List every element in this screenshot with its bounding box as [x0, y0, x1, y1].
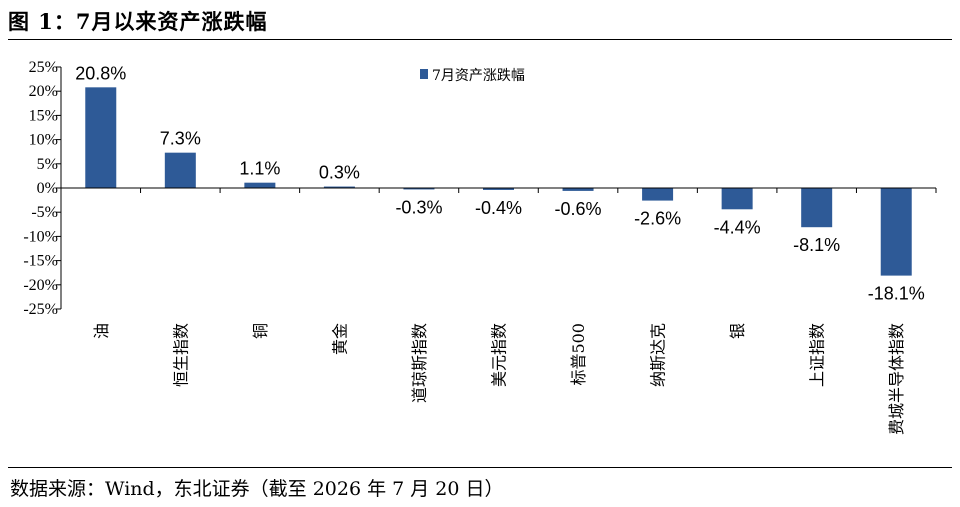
- source-note: 数据来源：Wind，东北证券（截至 2026 年 7 月 20 日）: [10, 478, 504, 500]
- y-tick-label: 0%: [37, 180, 58, 197]
- title-rule: [8, 39, 952, 40]
- bar: [403, 188, 435, 190]
- y-tick-label: 25%: [29, 59, 58, 76]
- y-tick-label: -25%: [23, 301, 58, 318]
- category-label: 道琼斯指数: [410, 323, 429, 403]
- bar-chart: 25% 20% 15% 10% 5% 0% -5% -10% -15% -20% -25% 20.8%…: [23, 59, 937, 435]
- bar: [323, 186, 355, 188]
- category-label: 纳斯达克: [649, 323, 668, 387]
- bar: [483, 188, 514, 190]
- bar: [880, 188, 912, 276]
- figure-title: 图 1：7月以来资产涨跌幅: [8, 9, 268, 34]
- data-label: 1.1%: [239, 159, 280, 179]
- category-label: 黄金: [330, 323, 349, 355]
- bar: [801, 188, 833, 228]
- y-tick-label: -20%: [23, 277, 58, 294]
- bar: [642, 188, 674, 201]
- category-label: 标普500: [569, 323, 588, 386]
- bar: [721, 188, 753, 210]
- data-label: -8.1%: [793, 235, 840, 255]
- data-label: 7.3%: [160, 129, 201, 149]
- category-label: 费城半导体指数: [887, 323, 906, 435]
- data-label: -0.6%: [555, 199, 602, 219]
- y-tick-label: 15%: [29, 107, 58, 124]
- data-label: -4.4%: [714, 217, 761, 237]
- y-tick-label: 5%: [37, 156, 58, 173]
- y-tick-label: -15%: [23, 253, 58, 270]
- category-label: 铜: [251, 323, 270, 339]
- category-label: 美元指数: [490, 323, 509, 387]
- category-label: 上证指数: [808, 323, 827, 387]
- bar: [562, 188, 594, 191]
- data-label: -18.1%: [868, 284, 925, 304]
- bar: [244, 182, 276, 188]
- category-label: 银: [728, 323, 747, 339]
- bar: [85, 87, 117, 188]
- data-label: -0.3%: [395, 197, 442, 217]
- data-label: 20.8%: [75, 63, 126, 83]
- data-label: -0.4%: [475, 198, 522, 218]
- category-label: 油: [92, 323, 111, 339]
- category-label: 恒生指数: [171, 323, 190, 387]
- data-label: -2.6%: [634, 209, 681, 229]
- legend-label: 7月资产涨跌幅: [432, 68, 525, 84]
- y-tick-label: -5%: [31, 204, 58, 221]
- data-label: 0.3%: [319, 163, 360, 183]
- y-tick-label: -10%: [23, 228, 58, 245]
- legend-swatch: [420, 69, 428, 79]
- source-rule: [8, 467, 952, 468]
- bar: [164, 152, 196, 188]
- y-tick-label: 20%: [29, 83, 58, 100]
- y-tick-label: 10%: [29, 132, 58, 149]
